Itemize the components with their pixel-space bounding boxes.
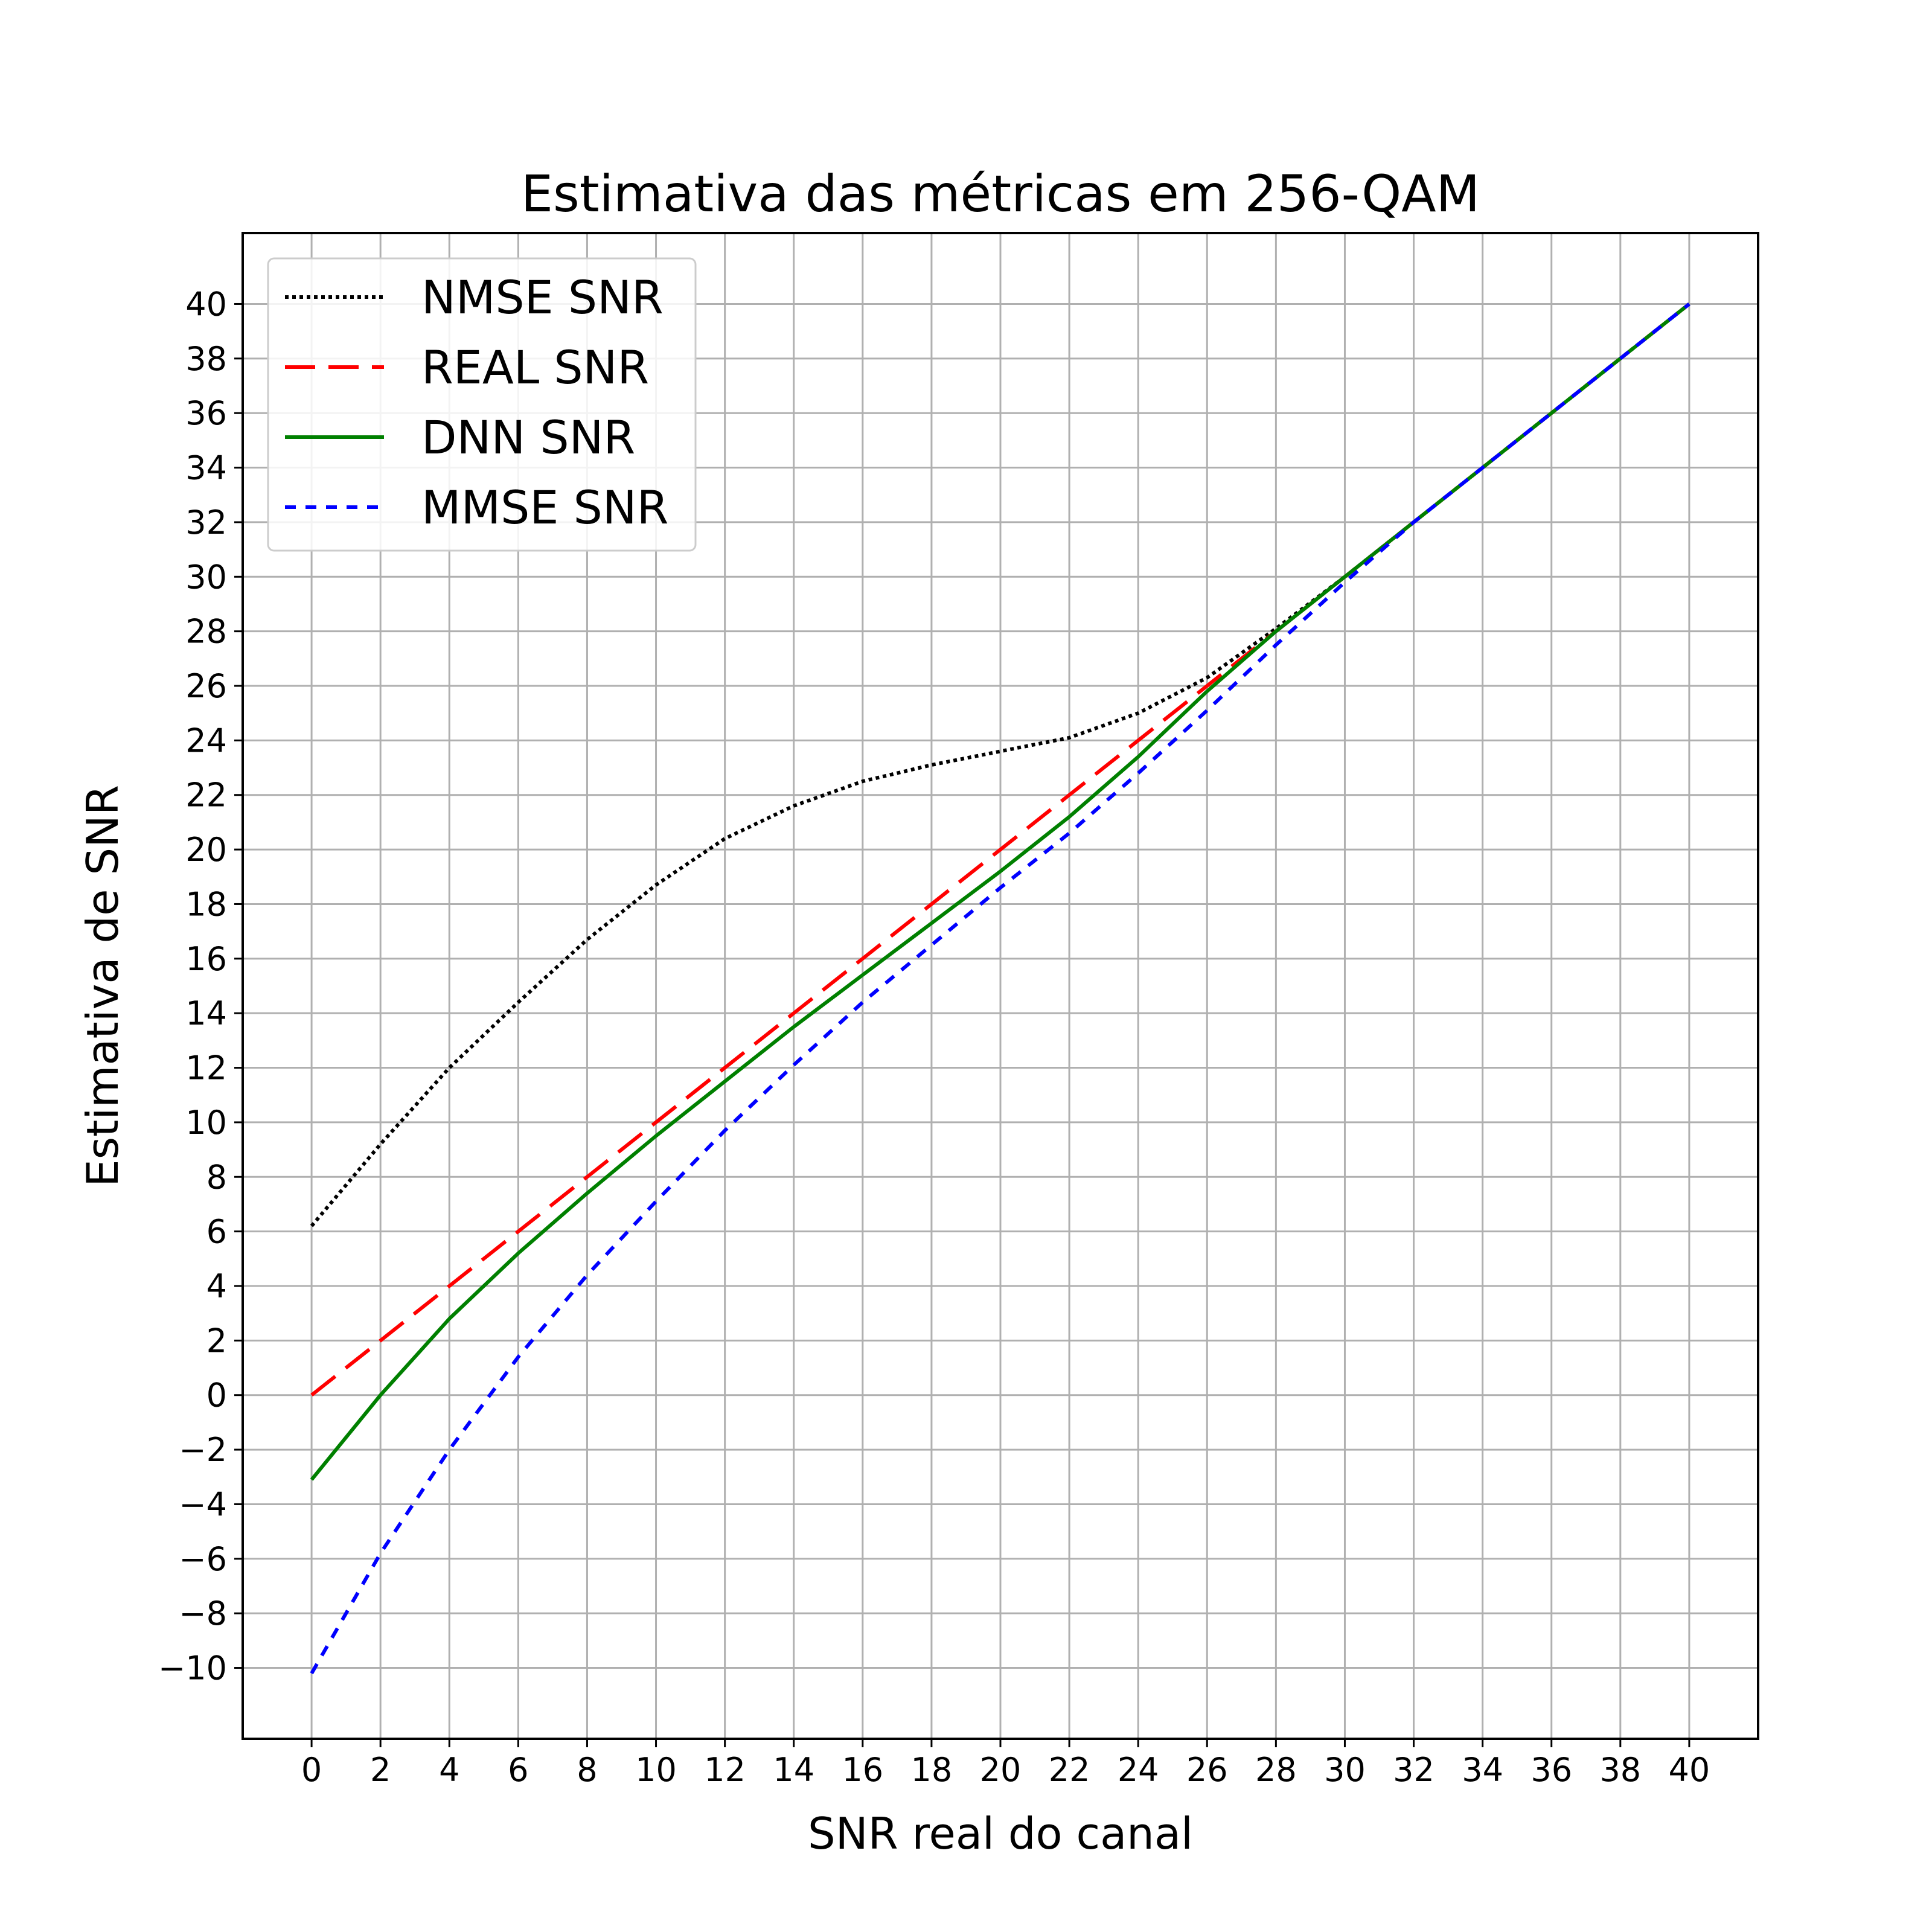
- y-tick-label: 26: [185, 667, 227, 705]
- y-tick-label: −2: [179, 1431, 227, 1469]
- series-line-nmse-snr: [310, 302, 1690, 1227]
- x-tick-label: 40: [1669, 1751, 1710, 1789]
- x-tick-label: 32: [1393, 1751, 1435, 1789]
- x-tick-label: 4: [439, 1751, 459, 1789]
- y-tick-label: 20: [185, 831, 227, 869]
- y-axis-label: Estimativa de SNR: [77, 785, 128, 1187]
- x-tick-label: 6: [508, 1751, 528, 1789]
- y-tick-label: 28: [185, 613, 227, 651]
- y-tick-label: −10: [158, 1649, 227, 1687]
- x-tick-label: 14: [773, 1751, 814, 1789]
- y-tick-label: 22: [185, 776, 227, 814]
- y-tick-label: 6: [206, 1213, 227, 1251]
- ticks: 0 2 4 6 8 10 12 14 16 18 20 22 24 26 28 30 32 34 36 38 40−10…: [158, 285, 1710, 1789]
- x-tick-label: 38: [1599, 1751, 1641, 1789]
- x-tick-label: 2: [370, 1751, 391, 1789]
- y-tick-label: 40: [185, 285, 227, 323]
- x-tick-label: 8: [577, 1751, 597, 1789]
- x-tick-label: 18: [911, 1751, 953, 1789]
- series-group: [310, 302, 1690, 1675]
- y-tick-label: 2: [206, 1322, 227, 1360]
- y-tick-label: −6: [179, 1540, 227, 1578]
- x-tick-label: 24: [1118, 1751, 1159, 1789]
- x-tick-label: 36: [1531, 1751, 1572, 1789]
- legend-label: NMSE SNR: [421, 270, 664, 324]
- y-tick-label: 14: [185, 994, 227, 1032]
- y-tick-label: 0: [206, 1377, 227, 1415]
- y-tick-label: 18: [185, 885, 227, 923]
- y-tick-label: 24: [185, 721, 227, 760]
- y-tick-label: 16: [185, 940, 227, 978]
- y-tick-label: −8: [179, 1595, 227, 1633]
- x-tick-label: 28: [1255, 1751, 1297, 1789]
- y-tick-label: 36: [185, 394, 227, 432]
- y-tick-label: 30: [185, 558, 227, 596]
- y-tick-label: 12: [185, 1049, 227, 1087]
- y-tick-label: 4: [206, 1267, 227, 1305]
- x-axis-label: SNR real do canal: [808, 1808, 1193, 1859]
- chart-title: Estimativa das métricas em 256-QAM: [521, 164, 1480, 223]
- series-line-mmse-snr: [310, 302, 1690, 1675]
- legend-label: MMSE SNR: [421, 481, 668, 534]
- x-tick-label: 16: [842, 1751, 883, 1789]
- x-tick-label: 10: [635, 1751, 677, 1789]
- y-tick-label: 38: [185, 340, 227, 378]
- x-tick-label: 0: [301, 1751, 322, 1789]
- legend: NMSE SNR REAL SNR DNN SNR MMSE SNR: [267, 257, 697, 552]
- legend-label: DNN SNR: [421, 411, 635, 464]
- x-tick-label: 26: [1186, 1751, 1228, 1789]
- x-tick-label: 30: [1324, 1751, 1366, 1789]
- x-tick-label: 34: [1462, 1751, 1503, 1789]
- legend-label: REAL SNR: [421, 341, 649, 394]
- y-tick-label: 8: [206, 1158, 227, 1196]
- x-tick-label: 22: [1049, 1751, 1090, 1789]
- legend-box: [267, 257, 697, 552]
- y-tick-label: 10: [185, 1104, 227, 1142]
- x-tick-label: 12: [704, 1751, 746, 1789]
- y-tick-label: 32: [185, 504, 227, 542]
- y-tick-label: −4: [179, 1485, 227, 1523]
- x-tick-label: 20: [980, 1751, 1022, 1789]
- y-tick-label: 34: [185, 449, 227, 487]
